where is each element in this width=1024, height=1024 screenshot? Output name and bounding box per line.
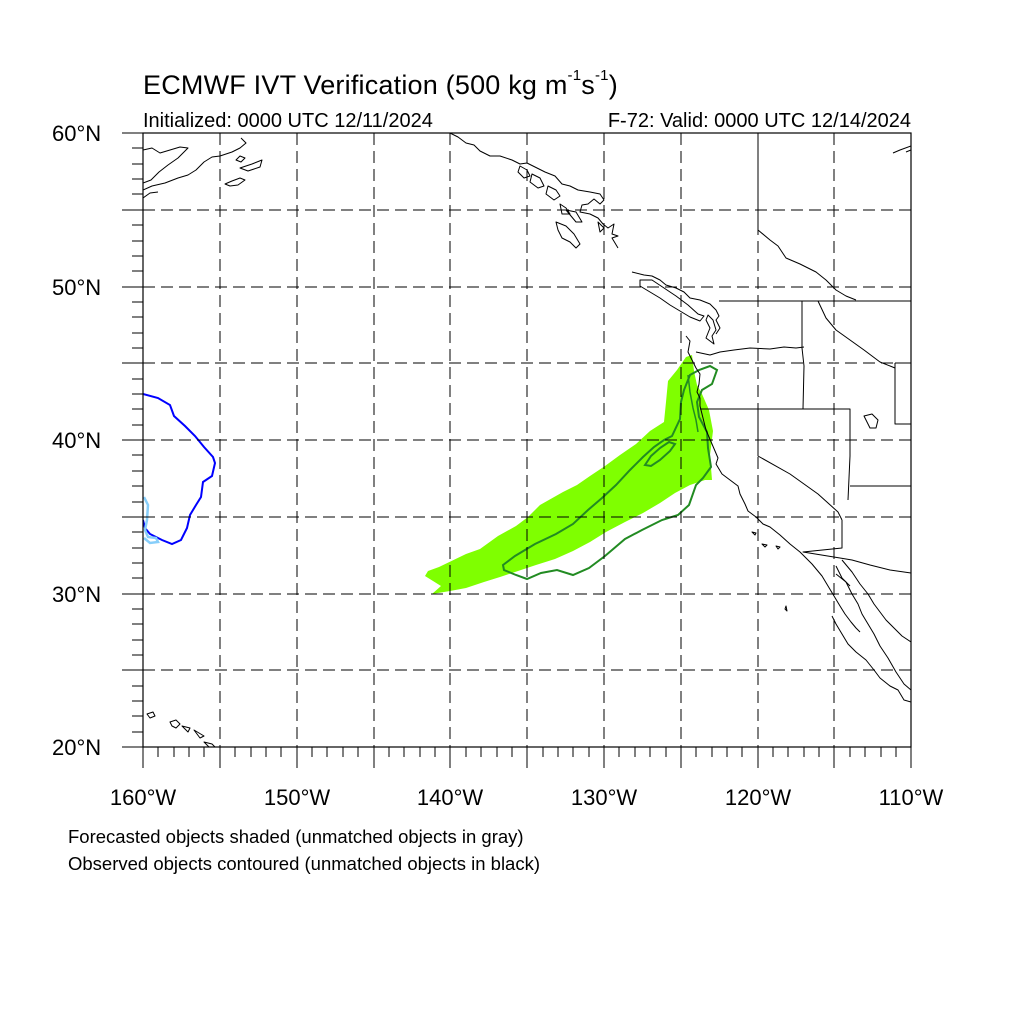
title-end: ) <box>608 70 618 100</box>
title-mid: s <box>581 70 595 100</box>
northeast-corner-coast <box>892 145 911 154</box>
panhandle-islands <box>517 165 605 249</box>
lat-label-50n: 50°N <box>52 275 102 300</box>
observed-objects <box>501 364 719 581</box>
state-borders <box>700 300 911 559</box>
pacific-nw-coast <box>685 335 861 633</box>
channel-islands <box>751 531 788 612</box>
unmatched-contour-lightblue <box>143 496 160 545</box>
alaska-islands <box>224 155 263 187</box>
initialized-label: Initialized: 0000 UTC 12/11/2024 <box>143 110 433 132</box>
title-exponent-2: -1 <box>594 67 609 84</box>
forecast-ivt-object <box>425 355 713 594</box>
title-exponent-1: -1 <box>567 67 582 84</box>
valid-time-label: F-72: Valid: 0000 UTC 12/14/2024 <box>607 110 911 132</box>
lat-label-60n: 60°N <box>52 121 102 146</box>
unmatched-objects <box>143 393 217 546</box>
lat-label-40n: 40°N <box>52 428 102 453</box>
alaska-coast <box>143 137 247 199</box>
puget-sound <box>705 314 717 345</box>
lon-label-120w: 120°W <box>724 785 792 810</box>
bc-coast <box>631 271 721 335</box>
unmatched-contour-blue <box>143 393 217 546</box>
observed-contour-coastal-strand <box>687 374 699 433</box>
lon-label-110w: 110°W <box>878 785 944 810</box>
forecast-objects <box>425 355 713 594</box>
northern-rockies-line <box>757 133 857 301</box>
axis-ticks <box>122 132 912 768</box>
forecast-note: Forecasted objects shaded (unmatched obj… <box>68 826 524 847</box>
lon-label-130w: 130°W <box>570 785 638 810</box>
lat-label-30n: 30°N <box>52 582 102 607</box>
observed-ivt-contour-outer <box>501 364 719 581</box>
lon-label-160w: 160°W <box>109 785 177 810</box>
observed-note: Observed objects contoured (unmatched ob… <box>68 853 541 874</box>
title-main: ECMWF IVT Verification (500 kg m <box>143 70 568 100</box>
observed-ivt-contour-inner <box>643 440 677 468</box>
lon-label-150w: 150°W <box>263 785 331 810</box>
chart-title: ECMWF IVT Verification (500 kg m-1s-1) <box>143 67 618 101</box>
lon-label-140w: 140°W <box>416 785 484 810</box>
baja-peninsula <box>831 615 911 703</box>
columbia-river-border <box>695 346 805 356</box>
hawaii-islands <box>146 711 216 747</box>
interior-lines <box>835 557 911 587</box>
gulf-of-california <box>835 573 911 691</box>
grid-lines <box>143 133 911 747</box>
mainland-mexico-coast <box>841 559 911 643</box>
vancouver-island <box>639 279 705 322</box>
lat-label-20n: 20°N <box>52 735 102 760</box>
great-salt-lake <box>863 413 879 429</box>
alaska-panhandle-coast <box>449 133 619 249</box>
